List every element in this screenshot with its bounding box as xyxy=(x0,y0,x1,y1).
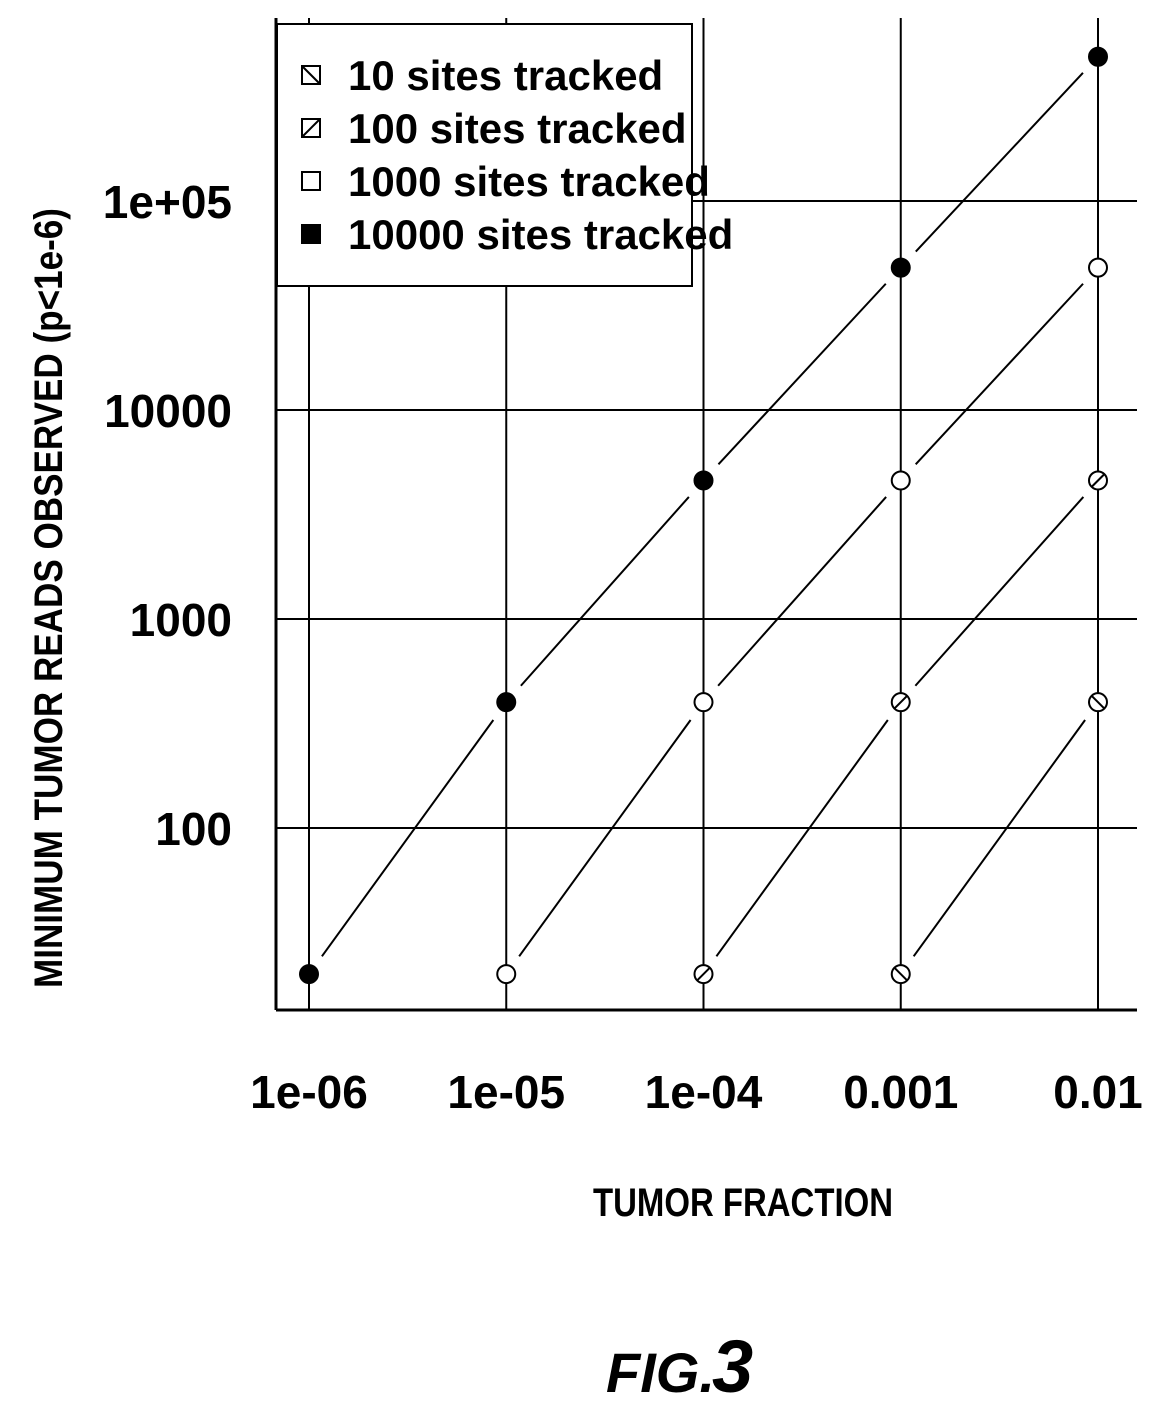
y-tick-label: 1e+05 xyxy=(103,176,232,228)
data-point xyxy=(693,964,714,985)
legend-box xyxy=(276,23,693,287)
legend-label: 1000 sites tracked xyxy=(348,158,710,205)
x-tick-label: 0.001 xyxy=(843,1066,958,1118)
x-tick-label: 0.01 xyxy=(1053,1066,1143,1118)
data-markers xyxy=(299,46,1108,985)
figure-label-number: 3 xyxy=(712,1325,753,1408)
legend-label: 100 sites tracked xyxy=(348,105,687,152)
legend-swatch xyxy=(301,224,321,244)
series-connector xyxy=(518,719,692,957)
series-connector xyxy=(915,72,1084,253)
data-point xyxy=(890,470,911,491)
data-point xyxy=(693,692,714,713)
data-point xyxy=(1088,692,1108,713)
data-point xyxy=(693,470,714,491)
y-tick-label: 10000 xyxy=(104,385,232,437)
series-connector xyxy=(717,283,887,466)
series-connector xyxy=(715,719,889,957)
y-tick-label: 1000 xyxy=(130,594,232,646)
series-connector xyxy=(321,719,495,957)
legend-item: 10000 sites tracked xyxy=(301,211,733,258)
legend-swatch xyxy=(301,171,321,191)
legend-swatch xyxy=(301,118,321,138)
figure-label-prefix: FIG. xyxy=(606,1341,715,1404)
data-point xyxy=(496,964,517,985)
legend: 10 sites tracked 100 sites tracked 1000 si… xyxy=(276,23,733,287)
series-connector xyxy=(717,496,887,687)
series-connectors xyxy=(321,72,1086,957)
x-tick-label: 1e-05 xyxy=(447,1066,565,1118)
tick-labels: 1e-06 1e-05 1e-04 0.001 0.01 100 1000 10000 1e+0… xyxy=(103,176,1143,1118)
data-point xyxy=(1088,257,1108,278)
data-point xyxy=(496,692,517,713)
y-axis-title: MINIMUM TUMOR READS OBSERVED (p<1e-6) xyxy=(27,208,71,988)
legend-item: 100 sites tracked xyxy=(301,105,687,152)
series-connector xyxy=(912,719,1086,957)
data-point xyxy=(890,692,911,713)
legend-label: 10000 sites tracked xyxy=(348,211,733,258)
x-tick-label: 1e-04 xyxy=(645,1066,763,1118)
series-connector xyxy=(914,496,1085,687)
series-connector xyxy=(914,283,1084,466)
data-point xyxy=(890,257,911,278)
legend-items: 10 sites tracked 100 sites tracked 1000 si… xyxy=(301,52,733,258)
data-point xyxy=(1088,46,1108,67)
y-tick-label: 100 xyxy=(155,803,232,855)
legend-label: 10 sites tracked xyxy=(348,52,663,99)
data-point xyxy=(1088,470,1108,491)
series-connector xyxy=(520,496,690,687)
legend-item: 10 sites tracked xyxy=(301,52,663,99)
legend-item: 1000 sites tracked xyxy=(301,158,710,205)
figure-label: FIG. 3 xyxy=(606,1325,753,1408)
data-point xyxy=(890,964,911,985)
data-point xyxy=(299,964,319,985)
x-axis-title: TUMOR FRACTION xyxy=(593,1181,893,1225)
x-tick-label: 1e-06 xyxy=(250,1066,368,1118)
legend-swatch xyxy=(301,65,321,85)
